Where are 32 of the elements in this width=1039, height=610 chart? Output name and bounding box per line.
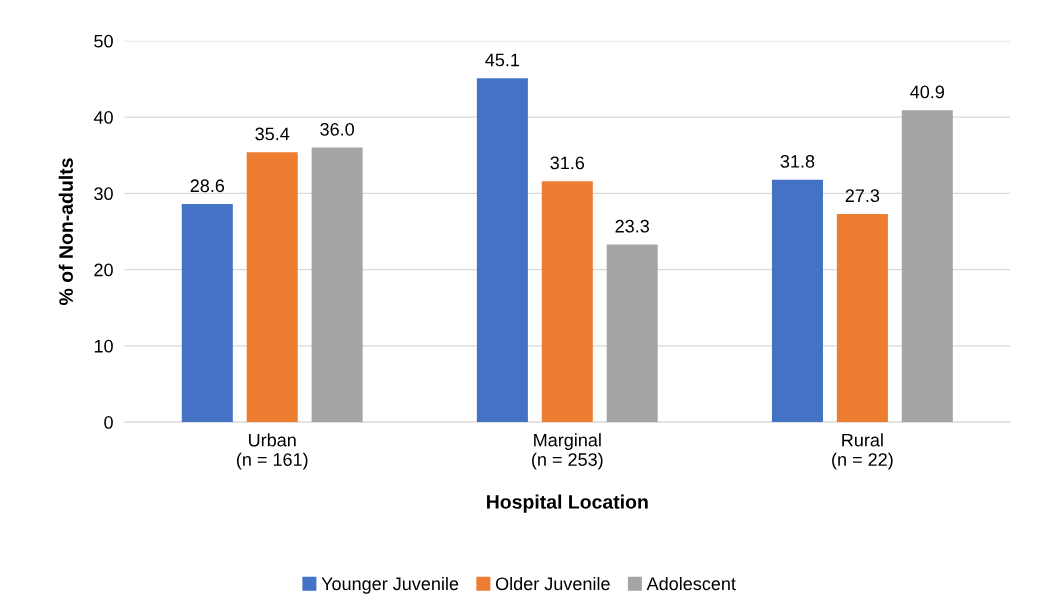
bar [836,213,888,423]
y-axis-title: % of Non-adults [58,158,73,305]
data-label: 40.9 [910,85,944,99]
data-label: 23.3 [615,219,649,233]
y-tick-label: 10 [94,339,113,353]
y-tick-label: 30 [94,187,113,201]
data-label: 31.6 [550,156,585,170]
x-tick-label: Urban (n = 161) [236,433,308,470]
x-axis-title: Hospital Location [487,494,648,513]
data-label: 35.4 [255,127,290,141]
bar [606,244,658,423]
bar [246,152,298,423]
data-label: 28.6 [190,179,225,193]
legend-label: Older Juvenile [495,576,610,591]
data-label: 45.1 [485,53,520,67]
bar [771,179,823,423]
y-tick-label: 40 [93,111,113,124]
x-tick-label: Rural (n = 22) [832,433,893,470]
legend-label: Adolescent [646,576,736,591]
legend-label: Younger Juvenile [321,576,459,594]
data-label: 31.8 [780,154,815,168]
x-tick-label: Marginal (n = 253) [532,433,603,470]
bar [901,110,953,423]
data-label: 27.3 [845,189,880,203]
y-tick-label: 0 [104,416,113,429]
bar [541,181,593,423]
bar [181,204,233,423]
data-label: 36.0 [320,122,354,136]
bar [476,78,528,423]
y-tick-label: 50 [94,34,113,48]
bar [311,147,363,423]
y-tick-label: 20 [94,263,113,277]
